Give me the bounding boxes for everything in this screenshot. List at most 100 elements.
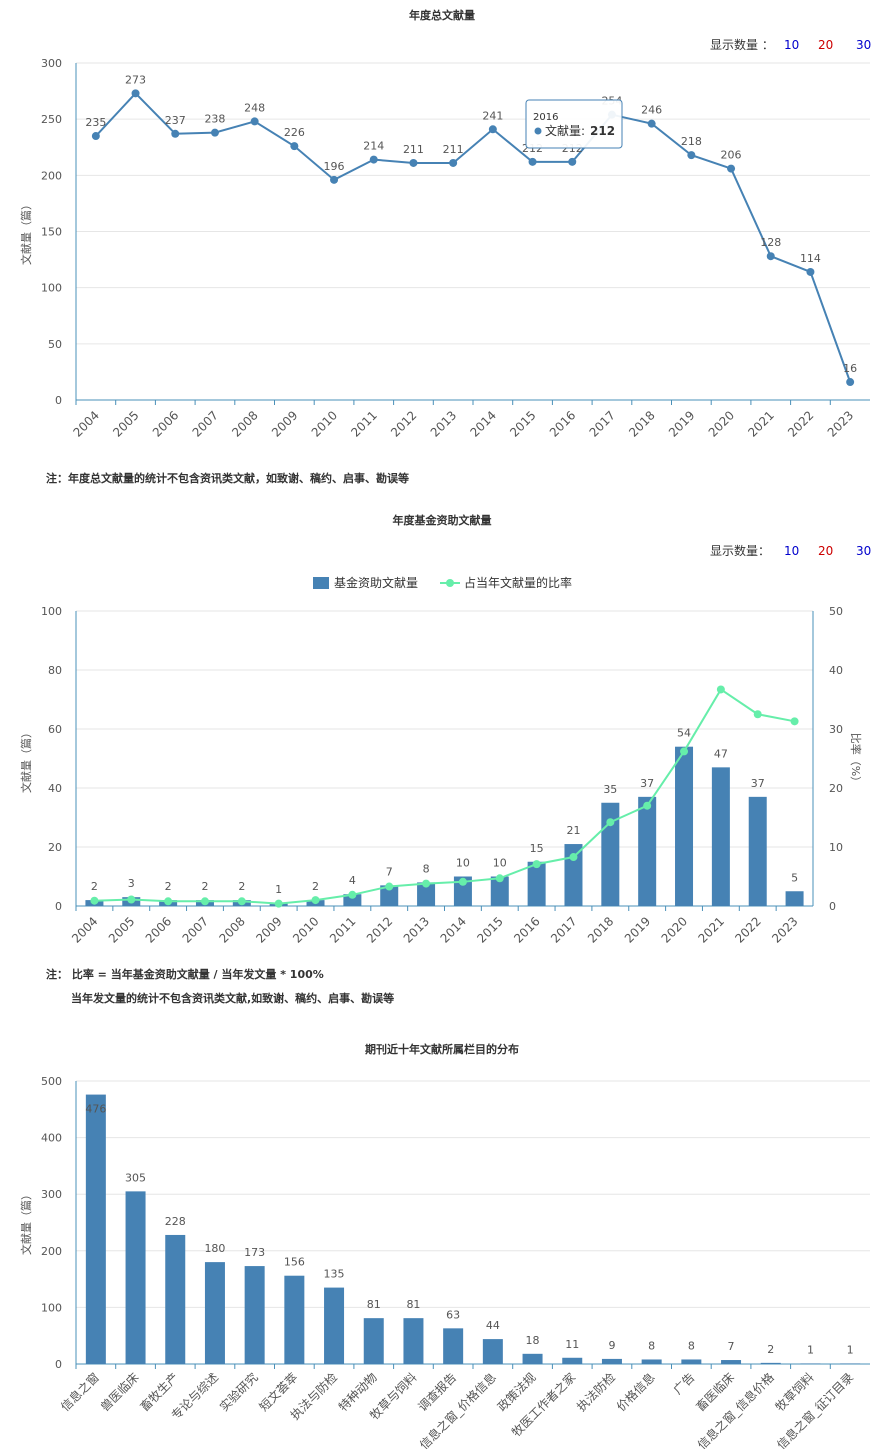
x-tick-label: 2008 (229, 408, 260, 439)
ratio-point (274, 899, 283, 908)
bar-label: 1 (807, 1343, 814, 1356)
bar-label: 9 (608, 1339, 615, 1352)
bar-label: 8 (423, 862, 430, 875)
bar-label: 54 (677, 727, 691, 740)
x-tick-label: 2016 (547, 408, 578, 439)
data-label: 238 (204, 113, 225, 126)
bar (244, 1266, 265, 1364)
note-fund-1: 注： 比率 = 当年基金资助文献量 / 当年发文量 * 100% (46, 967, 324, 981)
bar (527, 861, 546, 906)
data-point (290, 142, 299, 151)
y-tick-label: 20 (48, 841, 62, 854)
x-tick-label: 2023 (825, 408, 856, 439)
x-tick-label: 2020 (659, 914, 690, 945)
data-point (91, 132, 100, 141)
x-tick-label: 信息之窗 (57, 1370, 102, 1415)
bar-label: 47 (714, 747, 728, 760)
x-tick-label: 2009 (253, 914, 284, 945)
bar-label: 135 (324, 1268, 345, 1281)
bar-label: 15 (530, 842, 544, 855)
bar-label: 228 (165, 1215, 186, 1228)
bar (380, 885, 399, 906)
note-total: 注：年度总文献量的统计不包含资讯类文献，如致谢、稿约、启事、勘误等 (46, 471, 409, 485)
ratio-point (422, 879, 431, 888)
data-label: 211 (403, 143, 424, 156)
count-option-10[interactable]: 10 (784, 38, 799, 52)
bar-label: 18 (526, 1334, 540, 1347)
chart2-title: 年度基金资助文献量 (393, 513, 492, 527)
y-tick-label: 0 (55, 1358, 62, 1371)
bar (711, 767, 730, 906)
chart3-ylabel: 文献量（篇） (19, 1189, 33, 1255)
bar-label: 10 (456, 857, 470, 870)
data-label: 196 (324, 160, 345, 173)
data-label: 114 (800, 252, 821, 265)
bar-label: 8 (688, 1339, 695, 1352)
y-tick-label: 80 (48, 664, 62, 677)
data-label: 226 (284, 126, 305, 139)
y-tick-label: 250 (41, 113, 62, 126)
ratio-point (532, 860, 541, 869)
data-label: 246 (641, 104, 662, 117)
data-label: 218 (681, 135, 702, 148)
ratio-point (348, 890, 357, 899)
x-tick-label: 2019 (622, 914, 653, 945)
y-tick-label: 50 (48, 338, 62, 351)
chart3-title: 期刊近十年文献所属栏目的分布 (365, 1042, 519, 1056)
bar-label: 3 (128, 877, 135, 890)
x-tick-label: 2014 (438, 914, 469, 945)
ratio-point (495, 874, 504, 883)
ratio-point (200, 897, 209, 906)
x-tick-label: 2005 (106, 914, 137, 945)
data-label: 235 (85, 116, 106, 129)
tooltip: 2016 文献量: 212 (525, 99, 623, 149)
x-tick-label: 2015 (474, 914, 505, 945)
bar-label: 476 (85, 1103, 106, 1116)
y2-tick-label: 0 (829, 900, 836, 913)
series-line (95, 91, 852, 383)
bar-label: 7 (728, 1340, 735, 1353)
bar (403, 1318, 424, 1364)
bar (343, 894, 362, 906)
x-tick-label: 2018 (626, 408, 657, 439)
data-label: 211 (443, 143, 464, 156)
x-tick-label: 2007 (180, 914, 211, 945)
bar-label: 1 (275, 883, 282, 896)
ratio-point (90, 896, 99, 905)
count-option-30[interactable]: 30 (856, 38, 871, 52)
count-option-10[interactable]: 10 (784, 544, 799, 558)
legend-swatch-dot (446, 579, 454, 587)
x-tick-label: 2013 (428, 408, 459, 439)
x-tick-label: 2006 (150, 408, 181, 439)
y-tick-label: 200 (41, 1245, 62, 1258)
y-tick-label: 300 (41, 1188, 62, 1201)
legend-item-ratio[interactable]: 占当年文献量的比率 (440, 575, 572, 590)
legend-item-fund[interactable]: 基金资助文献量 (313, 575, 418, 590)
bar-label: 2 (201, 880, 208, 893)
bar (562, 1357, 583, 1364)
y-tick-label: 0 (55, 394, 62, 407)
x-tick-label: 2012 (364, 914, 395, 945)
y-tick-label: 40 (48, 782, 62, 795)
chart2-ylabel: 文献量（篇） (19, 727, 33, 793)
count-option-30[interactable]: 30 (856, 544, 871, 558)
tooltip-value: 212 (590, 124, 615, 138)
ratio-point (127, 895, 136, 904)
count-option-20[interactable]: 20 (818, 38, 833, 52)
bar (125, 1191, 146, 1364)
bar-label: 2 (165, 880, 172, 893)
x-tick-label: 2004 (70, 408, 101, 439)
bar (324, 1287, 345, 1364)
data-point (568, 157, 577, 166)
bar-label: 4 (349, 874, 356, 887)
x-tick-label: 2021 (745, 408, 776, 439)
count-option-20[interactable]: 20 (818, 544, 833, 558)
ratio-point (680, 747, 689, 756)
bar (601, 802, 620, 906)
bar-label: 173 (244, 1246, 265, 1259)
bar (675, 746, 694, 906)
bar (748, 796, 767, 906)
ratio-point (385, 882, 394, 891)
ratio-point (237, 897, 246, 906)
